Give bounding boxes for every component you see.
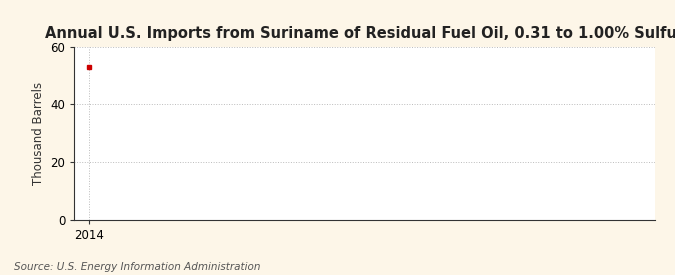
Text: Source: U.S. Energy Information Administration: Source: U.S. Energy Information Administ… — [14, 262, 260, 271]
Title: Annual U.S. Imports from Suriname of Residual Fuel Oil, 0.31 to 1.00% Sulfur: Annual U.S. Imports from Suriname of Res… — [45, 26, 675, 42]
Y-axis label: Thousand Barrels: Thousand Barrels — [32, 82, 45, 185]
